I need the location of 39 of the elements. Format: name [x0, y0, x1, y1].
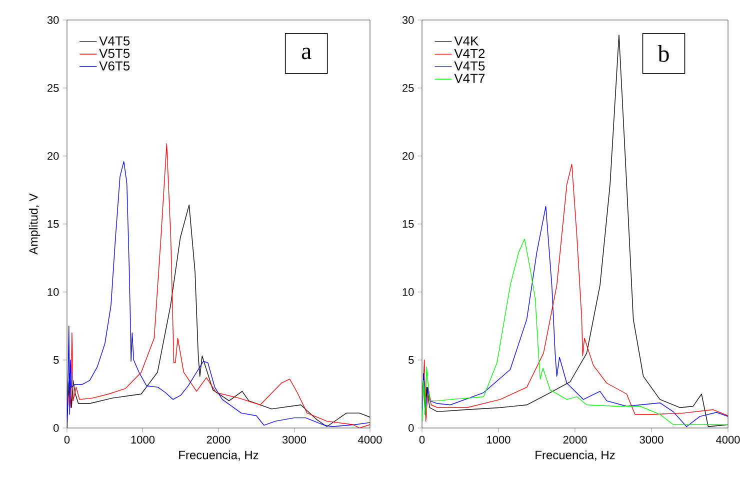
x-tick-label: 3000 — [640, 436, 664, 444]
line-series — [422, 164, 728, 422]
y-tick-label: 10 — [48, 288, 59, 296]
y-axis-title: Amplitud, V — [28, 193, 40, 255]
legend-label: V6T5 — [99, 61, 130, 71]
y-tick-label: 20 — [48, 152, 59, 160]
legend-label: V4K — [454, 36, 479, 46]
y-tick-label: 20 — [402, 152, 414, 160]
x-tick-label: 1000 — [131, 436, 155, 444]
y-tick-label: 15 — [402, 220, 414, 228]
y-tick-label: 0 — [408, 424, 414, 432]
line-series — [422, 206, 728, 427]
legend-label: V4T5 — [454, 61, 485, 71]
legend-label: V4T2 — [454, 48, 485, 58]
y-tick-label: 15 — [48, 220, 59, 228]
x-axis-title: Frecuencia, Hz — [179, 450, 258, 461]
legend-label: V4T5 — [99, 36, 130, 46]
x-tick-label: 3000 — [282, 436, 306, 444]
y-tick-label: 30 — [402, 16, 414, 24]
legend-label: V5T5 — [99, 48, 130, 58]
y-tick-label: 25 — [48, 84, 59, 92]
annotation: b — [658, 45, 669, 62]
x-tick-label: 0 — [64, 436, 70, 444]
x-tick-label: 1000 — [487, 436, 510, 444]
annotation: a — [302, 48, 312, 60]
x-tick-label: 2000 — [563, 436, 587, 444]
x-tick-label: 4000 — [358, 436, 382, 444]
y-tick-label: 5 — [408, 356, 414, 364]
y-tick-label: 5 — [54, 356, 59, 364]
x-axis-title: Frecuencia, Hz — [536, 450, 615, 461]
x-tick-label: 2000 — [206, 436, 230, 444]
y-tick-label: 25 — [402, 84, 414, 92]
line-series — [422, 238, 728, 425]
y-tick-label: 10 — [402, 288, 414, 296]
x-tick-label: 4000 — [716, 436, 740, 444]
y-tick-label: 30 — [47, 16, 59, 24]
legend-label: V4T7 — [454, 74, 485, 83]
x-tick-label: 0 — [419, 436, 425, 444]
y-tick-label: 0 — [54, 424, 59, 432]
